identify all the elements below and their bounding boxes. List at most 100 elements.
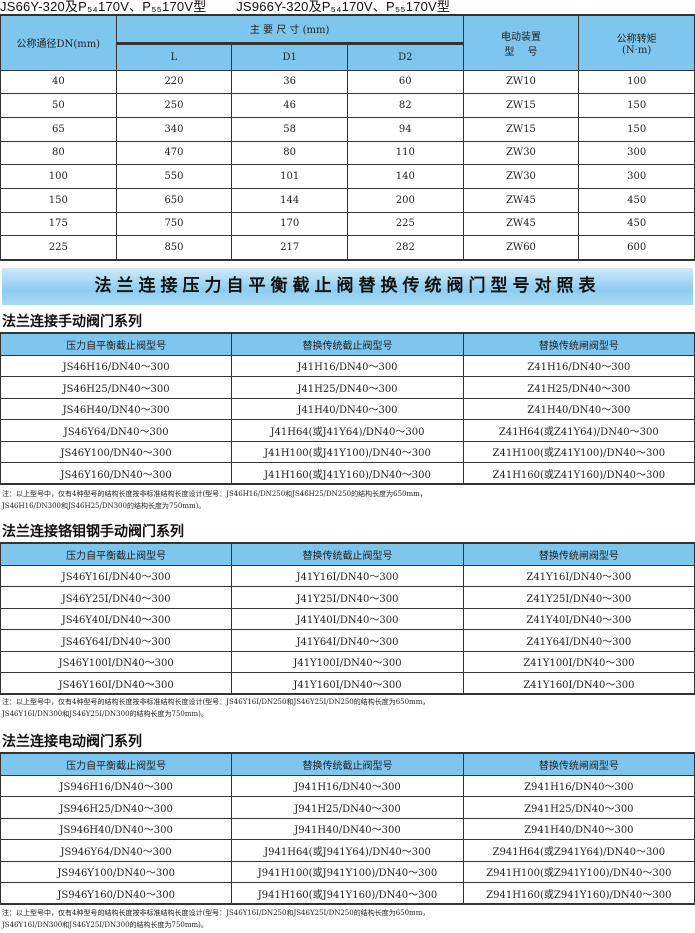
table-cell: Z41Y64I/DN40～300 (462, 629, 695, 652)
table-row: 100 550 101 140 ZW30 300 (0, 164, 695, 189)
table-cell: JS46Y64/DN40～300 (0, 419, 233, 442)
header-torque: 公称转矩 (N·m) (578, 14, 695, 71)
table-row: JS946H25/DN40～300 J941H25/DN40～300 Z941H25… (0, 796, 695, 819)
table-row: JS946Y160/DN40～300 J941H160(或J941Y160)/DN… (0, 882, 695, 905)
table-cell: JS46H16/DN40～300 (0, 354, 233, 377)
table-cell: 340 (115, 116, 233, 142)
table-cell: 550 (115, 164, 233, 189)
table-cell: JS46Y16I/DN40～300 (0, 564, 233, 587)
table-cell: 150 (578, 93, 695, 118)
table-row: JS46Y100I/DN40～300 J41Y100I/DN40～300 Z41Y1… (0, 650, 695, 673)
table-cell: JS46H40/DN40～300 (0, 397, 233, 420)
table-cell: 82 (346, 93, 464, 118)
table-cell: 750 (115, 211, 233, 237)
table-row: JS46Y160I/DN40～300 J41Y160I/DN40～300 Z41Y1… (0, 672, 695, 695)
table-cell: Z41H16/DN40～300 (462, 354, 695, 377)
table-cell: JS46Y25I/DN40～300 (0, 586, 233, 609)
crmo-valve-table: 压力自平衡截止阀型号 替换传统截止阀型号 替换传统闸阀型号 JS46Y16I/DN40… (0, 542, 695, 695)
table-cell: JS46Y100I/DN40～300 (0, 650, 233, 673)
table-cell: 225 (0, 235, 117, 260)
table-row: 65 340 58 94 ZW15 150 (0, 116, 695, 142)
table-cell: J41Y16I/DN40～300 (231, 564, 464, 587)
table-row: 50 250 46 82 ZW15 150 (0, 93, 695, 118)
dimension-table: 公称通径DN(mm) 主 要 尺 寸 (mm) 电动装置 型 号 公称转矩 (N… (0, 14, 695, 261)
table-cell: ZW30 (462, 164, 580, 189)
table-cell: ZW45 (462, 187, 580, 213)
table-cell: 200 (346, 187, 464, 213)
table-cell: JS46Y100/DN40～300 (0, 440, 233, 463)
table-cell: Z41H100(或Z41Y100)/DN40～300 (462, 440, 695, 463)
table-cell: 600 (578, 235, 695, 260)
table-cell: J41Y25I/DN40～300 (231, 586, 464, 609)
table-cell: 450 (578, 211, 695, 237)
table-cell: J41H40/DN40～300 (231, 397, 464, 420)
table-row: JS46Y16I/DN40～300 J41Y16I/DN40～300 Z41Y16I… (0, 564, 695, 587)
table-row: JS46H25/DN40～300 J41H25/DN40～300 Z41H25/DN… (0, 376, 695, 399)
table-cell: J41H16/DN40～300 (231, 354, 464, 377)
table-cell: Z41Y160I/DN40～300 (462, 672, 695, 695)
table-cell: JS46Y160/DN40～300 (0, 462, 233, 485)
header-main-dims: 主 要 尺 寸 (mm) (115, 14, 464, 44)
table-row: JS46Y64/DN40～300 J41H64(或J41Y64)/DN40～300… (0, 419, 695, 442)
table-row: JS46Y25I/DN40～300 J41Y25I/DN40～300 Z41Y25I… (0, 586, 695, 609)
table-cell: J41Y40I/DN40～300 (231, 607, 464, 630)
table-cell: J41Y100I/DN40～300 (231, 650, 464, 673)
table-cell: ZW30 (462, 140, 580, 166)
table-cell: J41H64(或J41Y64)/DN40～300 (231, 419, 464, 442)
table-cell: J941H16/DN40～300 (231, 774, 464, 797)
table-row: 40 220 36 60 ZW10 100 (0, 69, 695, 95)
table-row: JS946H16/DN40～300 J941H16/DN40～300 Z941H16… (0, 774, 695, 797)
column-header: 替换传统截止阀型号 (231, 752, 464, 776)
table-cell: 80 (0, 140, 117, 166)
table-row: JS46Y160/DN40～300 J41H160(或J41Y160)/DN40～… (0, 462, 695, 485)
table-cell: 140 (346, 164, 464, 189)
table-cell: Z41H160(或Z41Y160)/DN40～300 (462, 462, 695, 485)
header-row: 压力自平衡截止阀型号 替换传统截止阀型号 替换传统闸阀型号 (0, 752, 695, 776)
table-cell: 650 (115, 187, 233, 213)
column-header: 替换传统闸阀型号 (462, 752, 695, 776)
table-cell: 101 (231, 164, 348, 189)
table-cell: Z41Y100I/DN40～300 (462, 650, 695, 673)
note-crmo: 注：以上型号中，仅有4种型号的结构长度按非标准结构长度设计(型号：JS46Y16… (2, 698, 430, 718)
column-header: 替换传统截止阀型号 (231, 542, 464, 566)
table-cell: J941H64(或J941Y64)/DN40～300 (231, 839, 464, 862)
table-cell: 100 (578, 69, 695, 95)
table-cell: J941H160(或J941Y160)/DN40～300 (231, 882, 464, 905)
table-cell: ZW45 (462, 211, 580, 237)
table-cell: Z941H160(或Z941Y160)/DN40～300 (462, 882, 695, 905)
table-cell: 282 (346, 235, 464, 260)
section-title-crmo: 法兰连接铬钼钢手动阀门系列 (2, 524, 184, 540)
table-cell: JS46Y64I/DN40～300 (0, 629, 233, 652)
table-row: 175 750 170 225 ZW45 450 (0, 211, 695, 237)
column-header: 替换传统闸阀型号 (462, 542, 695, 566)
table-cell: J41H25/DN40～300 (231, 376, 464, 399)
note-manual: 注：以上型号中，仅有4种型号的结构长度按非标准结构长度设计(型号：JS46H16… (2, 490, 427, 510)
table-cell: JS46H25/DN40～300 (0, 376, 233, 399)
table-cell: J41H160(或J41Y160)/DN40～300 (231, 462, 464, 485)
column-header: 压力自平衡截止阀型号 (0, 542, 233, 566)
table-cell: Z41Y16I/DN40～300 (462, 564, 695, 587)
column-header: 替换传统截止阀型号 (231, 332, 464, 356)
table-cell: 58 (231, 116, 348, 142)
table-cell: JS946Y160/DN40～300 (0, 882, 233, 905)
table-cell: JS946Y64/DN40～300 (0, 839, 233, 862)
table-cell: Z941H25/DN40～300 (462, 796, 695, 819)
table-cell: JS946H40/DN40～300 (0, 817, 233, 840)
table-cell: 100 (0, 164, 117, 189)
table-cell: Z41Y25I/DN40～300 (462, 586, 695, 609)
table-cell: J41Y64I/DN40～300 (231, 629, 464, 652)
table-row: JS46H40/DN40～300 J41H40/DN40～300 Z41H40/DN… (0, 397, 695, 420)
table-cell: Z41H25/DN40～300 (462, 376, 695, 399)
table-cell: Z941H100(或Z941Y100)/DN40～300 (462, 860, 695, 883)
table-cell: 40 (0, 69, 117, 95)
table-cell: 60 (346, 69, 464, 95)
column-header: 压力自平衡截止阀型号 (0, 752, 233, 776)
table-cell: 144 (231, 187, 348, 213)
table-cell: Z41H40/DN40～300 (462, 397, 695, 420)
table-cell: 225 (346, 211, 464, 237)
table-cell: 300 (578, 140, 695, 166)
table-cell: JS46Y160I/DN40～300 (0, 672, 233, 695)
table-row: 225 850 217 282 ZW60 600 (0, 235, 695, 260)
table-cell: Z41Y40I/DN40～300 (462, 607, 695, 630)
table-cell: JS46Y40I/DN40～300 (0, 607, 233, 630)
